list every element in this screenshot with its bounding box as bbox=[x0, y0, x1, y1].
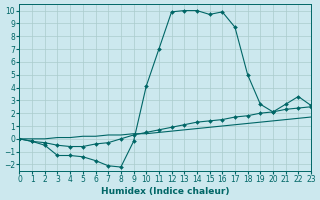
X-axis label: Humidex (Indice chaleur): Humidex (Indice chaleur) bbox=[101, 187, 229, 196]
